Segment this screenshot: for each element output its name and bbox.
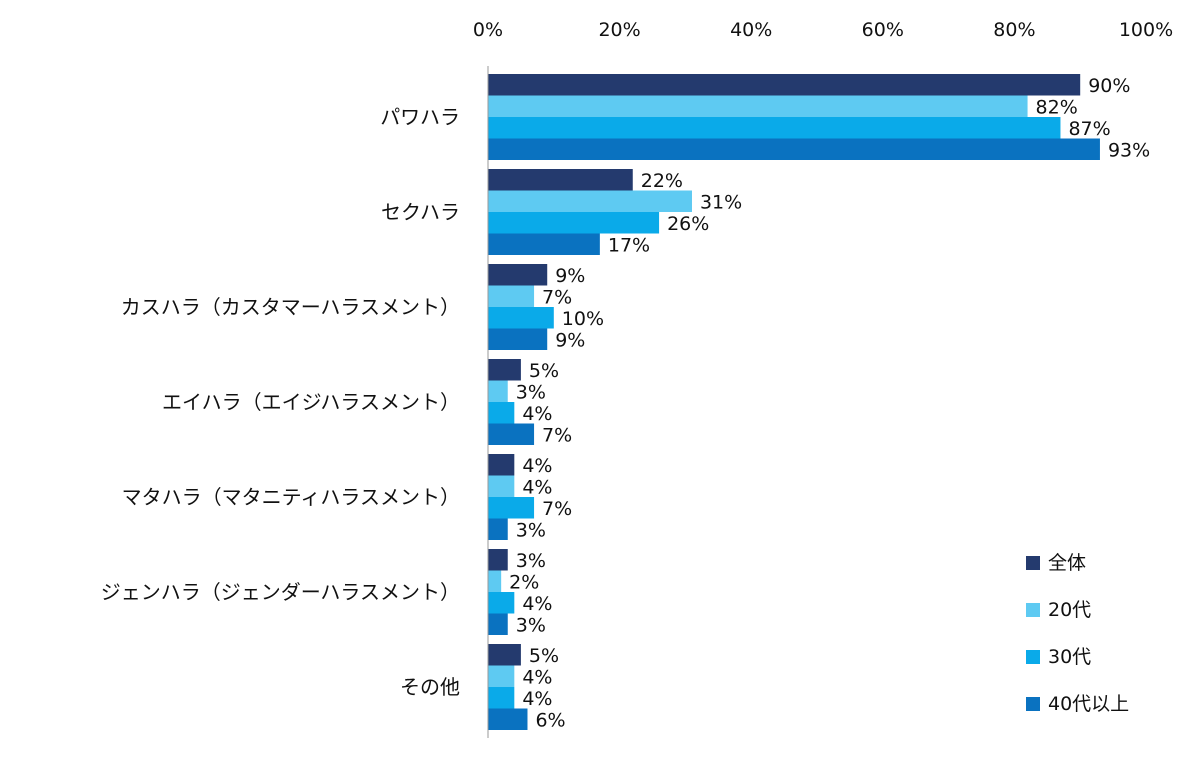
data-label: 3% (516, 519, 546, 541)
bar (488, 95, 1028, 117)
bar (488, 307, 554, 329)
bar (488, 475, 515, 497)
bar (488, 190, 692, 212)
x-tick-label: 20% (598, 19, 640, 41)
data-label: 87% (1068, 118, 1110, 140)
category-label: その他 (400, 675, 460, 699)
legend-label: 40代以上 (1048, 693, 1129, 715)
category-label: パワハラ (380, 105, 460, 129)
bar (488, 328, 548, 350)
category-label: ジェンハラ（ジェンダーハラスメント） (101, 580, 460, 604)
bar (488, 264, 548, 286)
legend-swatch (1026, 603, 1040, 617)
data-label: 7% (542, 498, 572, 520)
data-label: 4% (522, 476, 552, 498)
bars (488, 74, 1100, 730)
data-label: 26% (667, 213, 709, 235)
bar (488, 423, 535, 445)
bar (488, 687, 515, 709)
data-label: 7% (542, 286, 572, 308)
legend-swatch (1026, 556, 1040, 570)
data-label: 22% (641, 170, 683, 192)
legend-label: 全体 (1048, 552, 1086, 574)
bar (488, 454, 515, 476)
data-label: 5% (529, 645, 559, 667)
bar (488, 613, 508, 635)
bar (488, 665, 515, 687)
data-label: 2% (509, 571, 539, 593)
bar (488, 233, 600, 255)
bar (488, 169, 633, 191)
data-label: 4% (522, 593, 552, 615)
x-tick-label: 60% (862, 19, 904, 41)
data-label: 31% (700, 191, 742, 213)
x-tick-label: 100% (1119, 19, 1173, 41)
data-label: 7% (542, 424, 572, 446)
data-label: 3% (516, 614, 546, 636)
bar (488, 518, 508, 540)
data-label: 3% (516, 550, 546, 572)
bar (488, 285, 535, 307)
category-label: エイハラ（エイジハラスメント） (162, 390, 460, 414)
data-label: 6% (535, 709, 565, 731)
legend-swatch (1026, 650, 1040, 664)
x-tick-label: 80% (993, 19, 1035, 41)
data-label: 93% (1108, 139, 1150, 161)
data-label: 82% (1036, 96, 1078, 118)
data-label: 4% (522, 688, 552, 710)
bar (488, 117, 1061, 139)
x-tick-label: 0% (473, 19, 503, 41)
data-label: 10% (562, 308, 604, 330)
data-label: 4% (522, 403, 552, 425)
data-label: 9% (555, 265, 585, 287)
x-tick-label: 40% (730, 19, 772, 41)
bar (488, 359, 521, 381)
bar (488, 402, 515, 424)
data-label: 5% (529, 360, 559, 382)
bar (488, 138, 1100, 160)
legend-label: 20代 (1048, 599, 1091, 621)
legend-swatch (1026, 697, 1040, 711)
category-label: セクハラ (381, 200, 460, 224)
bar (488, 212, 660, 234)
bar (488, 570, 502, 592)
data-label: 9% (555, 329, 585, 351)
bar (488, 549, 508, 571)
legend-label: 30代 (1048, 646, 1091, 668)
legend: 全体 20代 30代 40代以上 (1026, 552, 1129, 715)
bar (488, 592, 515, 614)
data-label: 90% (1088, 75, 1130, 97)
bar (488, 644, 521, 666)
bar (488, 708, 528, 730)
category-label: マタハラ（マタニティハラスメント） (122, 485, 460, 509)
x-axis-ticks: 0% 20% 40% 60% 80% 100% (473, 19, 1173, 41)
bar (488, 380, 508, 402)
category-label: カスハラ（カスタマーハラスメント） (121, 295, 460, 319)
data-label: 17% (608, 234, 650, 256)
data-labels: 90%82%87%93%22%31%26%17%9%7%10%9%5%3%4%7… (509, 75, 1150, 732)
data-label: 3% (516, 381, 546, 403)
bar (488, 74, 1081, 96)
data-label: 4% (522, 666, 552, 688)
data-label: 4% (522, 455, 552, 477)
bar (488, 497, 535, 519)
